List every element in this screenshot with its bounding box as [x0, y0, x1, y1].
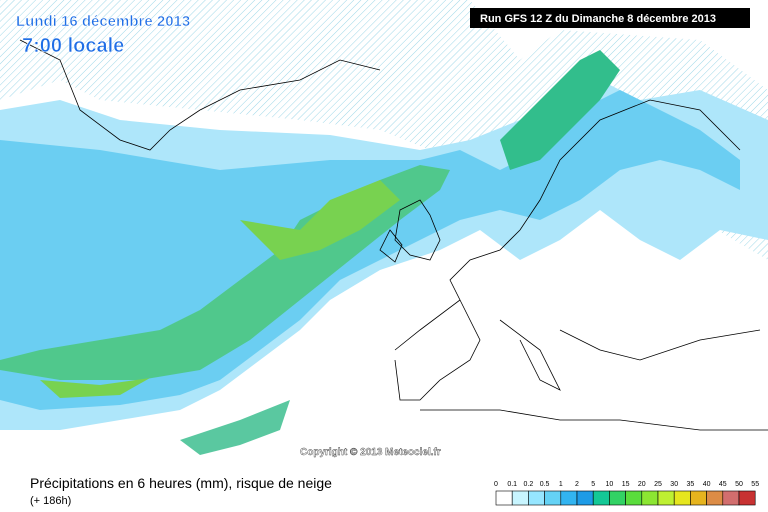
coastline-uk [379, 199, 441, 263]
legend: 0 0.1 0.2 0.5 1 2 5 10 15 20 25 30 35 40 45 50 55 [494, 481, 759, 506]
precip-south [180, 400, 290, 455]
legend-swatch [738, 490, 756, 506]
legend-swatch [592, 490, 610, 506]
legend-swatch [609, 490, 626, 506]
legend-label: 45 [719, 481, 727, 488]
coastline-greenland [19, 39, 381, 151]
legend-label: 20 [638, 481, 646, 488]
legend-swatch [673, 490, 691, 506]
legend-label: 0 [494, 481, 498, 488]
legend-swatch [528, 490, 545, 506]
legend-swatch [722, 490, 740, 506]
legend-swatch [544, 490, 562, 506]
legend-label: 0.2 [524, 481, 534, 488]
legend-label: 25 [654, 481, 662, 488]
legend-swatch [657, 490, 675, 506]
legend-label: 0.1 [507, 481, 517, 488]
precip-norway [500, 50, 620, 170]
legend-label: 50 [735, 481, 743, 488]
coastline-europe [394, 99, 768, 431]
legend-swatch [706, 490, 724, 506]
legend-label: 40 [703, 481, 711, 488]
date-label: Lundi 16 décembre 2013 [16, 13, 190, 30]
legend-label: 30 [670, 481, 678, 488]
time-label: 7:00 locale [22, 35, 124, 57]
legend-label: 10 [606, 481, 614, 488]
legend-label: 35 [687, 481, 695, 488]
legend-swatch [495, 490, 513, 506]
legend-swatch [576, 490, 594, 506]
caption-lead: (+ 186h) [30, 495, 71, 507]
legend-swatch [690, 490, 707, 506]
legend-label: 15 [622, 481, 630, 488]
run-box [470, 8, 750, 28]
caption-title: Précipitations en 6 heures (mm), risque … [30, 475, 332, 491]
legend-label: 2 [575, 481, 579, 488]
legend-label: 1 [559, 481, 563, 488]
legend-swatch [625, 490, 643, 506]
legend-label: 0.5 [540, 481, 550, 488]
legend-swatch [511, 490, 529, 506]
copyright: Copyright © 2013 Meteociel.fr [300, 447, 441, 458]
map [0, 0, 768, 455]
run-label: Run GFS 12 Z du Dimanche 8 décembre 2013 [480, 13, 716, 25]
legend-swatch [560, 490, 578, 506]
legend-label: 55 [751, 481, 759, 488]
precip-heavy [40, 180, 400, 398]
legend-label: 5 [591, 481, 595, 488]
legend-swatch [641, 490, 659, 506]
